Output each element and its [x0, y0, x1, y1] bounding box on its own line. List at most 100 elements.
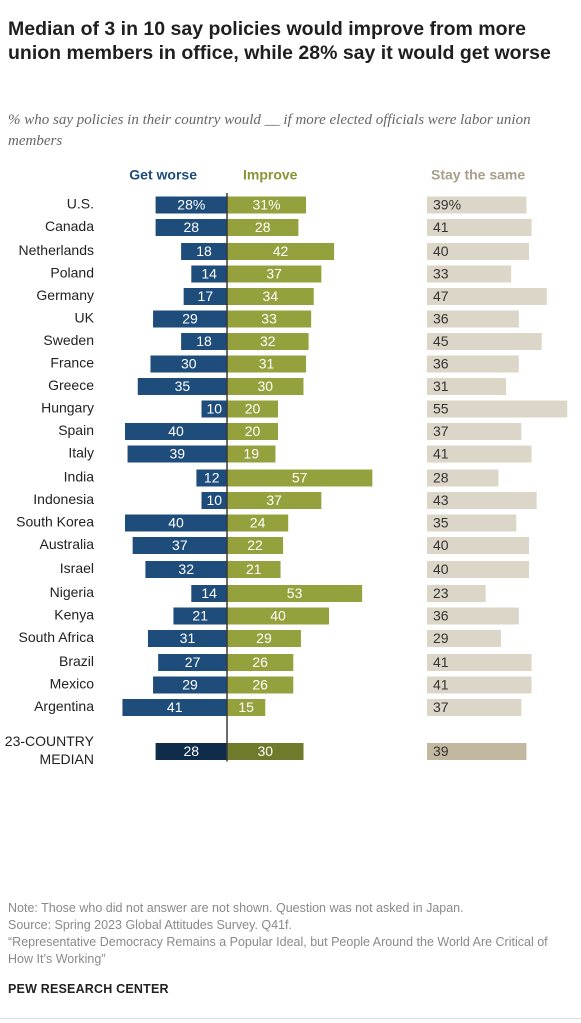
value-label-stay-same: 29 [433, 630, 449, 646]
bar-get-worse [196, 469, 227, 487]
value-label-get-worse: 40 [168, 515, 184, 531]
bar-get-worse [183, 288, 227, 305]
value-label-improve: 42 [273, 243, 289, 259]
value-label-get-worse: 31 [180, 630, 196, 646]
country-label: Kenya [54, 607, 94, 623]
bar-improve [227, 676, 294, 694]
value-label-stay-same: 39 [433, 743, 449, 759]
bar-stay-same [427, 676, 532, 694]
note-text: Note: Those who did not answer are not s… [8, 901, 464, 915]
country-label: UK [75, 310, 95, 326]
chart-title: Median of 3 in 10 say policies would imp… [8, 18, 551, 64]
value-label-improve: 30 [257, 378, 273, 394]
country-label: South Africa [19, 629, 95, 645]
value-label-stay-same: 35 [433, 515, 449, 531]
value-label-improve: 37 [266, 266, 282, 282]
bar-improve [227, 607, 329, 625]
bar-stay-same [427, 699, 522, 716]
bar-stay-same [427, 561, 529, 578]
bar-stay-same [427, 333, 542, 350]
country-label: South Korea [16, 514, 94, 530]
value-label-get-worse: 35 [175, 378, 191, 394]
bar-stay-same [427, 469, 499, 487]
value-label-stay-same: 23 [433, 585, 449, 601]
value-label-stay-same: 31 [433, 378, 449, 394]
bar-stay-same [427, 492, 537, 509]
bar-improve [227, 423, 278, 440]
value-label-improve: 26 [252, 654, 268, 670]
bar-get-worse [155, 196, 227, 214]
value-label-get-worse: 28 [184, 743, 200, 759]
bar-stay-same [427, 265, 512, 283]
country-label: France [50, 355, 94, 371]
value-label-improve: 40 [270, 608, 286, 624]
bar-stay-same [427, 607, 519, 625]
value-label-get-worse: 14 [201, 266, 217, 282]
bar-get-worse [158, 654, 227, 671]
value-label-improve: 26 [252, 677, 268, 693]
value-label-get-worse: 30 [181, 356, 197, 372]
report-title-text: “Representative Democracy Remains a Popu… [8, 935, 548, 966]
value-label-stay-same: 41 [433, 677, 449, 693]
bar-improve [227, 219, 299, 236]
bar-get-worse [173, 607, 227, 625]
country-label: Italy [68, 445, 94, 461]
bar-improve [227, 537, 284, 554]
bar-get-worse [145, 561, 227, 578]
country-label: India [64, 469, 95, 485]
value-label-get-worse: 28% [177, 197, 205, 213]
value-label-stay-same: 45 [433, 333, 449, 349]
country-label: Argentina [34, 698, 94, 714]
value-label-stay-same: 33 [433, 266, 449, 282]
value-label-improve: 53 [287, 585, 303, 601]
bar-improve [227, 265, 322, 283]
country-label: Netherlands [19, 242, 95, 258]
value-label-get-worse: 32 [178, 561, 194, 577]
country-label: Poland [50, 265, 94, 281]
bar-improve [227, 585, 363, 602]
bar-stay-same [427, 219, 532, 236]
value-label-stay-same: 36 [433, 311, 449, 327]
value-label-stay-same: 41 [433, 654, 449, 670]
country-label: Hungary [41, 400, 94, 416]
value-label-improve: 57 [292, 470, 308, 486]
bar-stay-same [427, 514, 517, 532]
bar-improve [227, 469, 373, 487]
bar-get-worse [153, 676, 227, 694]
bar-improve [227, 310, 312, 328]
bar-stay-same [427, 243, 529, 260]
chart-subtitle: % who say policies in their country woul… [8, 112, 531, 149]
bar-stay-same [427, 288, 547, 305]
bar-get-worse [181, 333, 227, 350]
value-label-improve: 37 [266, 492, 282, 508]
bar-get-worse [147, 630, 227, 647]
legend-get-worse: Get worse [129, 167, 197, 183]
value-label-stay-same: 37 [433, 699, 449, 715]
value-label-stay-same: 40 [433, 561, 449, 577]
value-label-improve: 30 [257, 743, 273, 759]
bar-improve [227, 561, 281, 578]
country-label: Nigeria [50, 584, 95, 600]
bar-improve [227, 654, 294, 671]
country-label: Canada [45, 218, 94, 234]
country-label: Mexico [50, 676, 95, 692]
chart-notes: Note: Those who did not answer are not s… [8, 900, 573, 968]
bar-stay-same [427, 355, 519, 373]
bar-stay-same [427, 743, 527, 760]
diverging-bar-chart: Get worse Improve Stay the same U.S. 28% 31% 3… [5, 167, 568, 767]
bar-get-worse [137, 378, 227, 395]
bar-get-worse [181, 243, 227, 260]
bar-get-worse [125, 423, 227, 440]
bar-get-worse [201, 492, 227, 509]
value-label-stay-same: 55 [433, 401, 449, 417]
bar-stay-same [427, 654, 532, 671]
value-label-improve: 34 [263, 288, 279, 304]
country-label: Spain [58, 422, 94, 438]
value-label-stay-same: 37 [433, 423, 449, 439]
bar-improve [227, 243, 335, 260]
value-label-improve: 28 [255, 219, 271, 235]
value-label-get-worse: 29 [182, 677, 198, 693]
value-label-stay-same: 41 [433, 219, 449, 235]
value-label-get-worse: 28 [184, 219, 200, 235]
value-label-improve: 29 [256, 630, 272, 646]
